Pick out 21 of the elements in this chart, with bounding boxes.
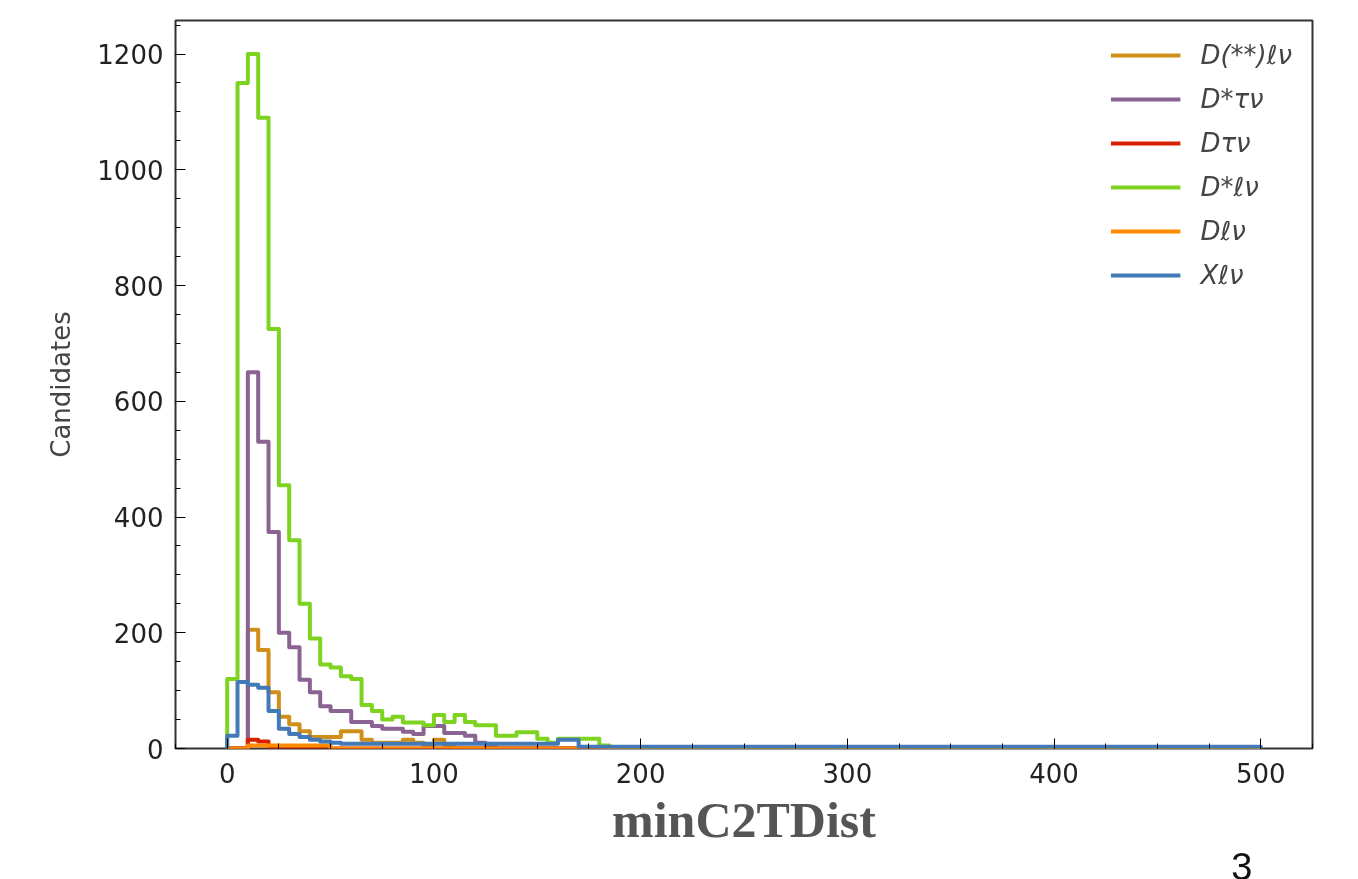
- x-tick-label: 400: [1029, 758, 1079, 789]
- x-axis-title: minC2TDist: [612, 791, 877, 848]
- x-tick-label: 0: [218, 758, 236, 789]
- legend-label: D(**)ℓν: [1200, 40, 1292, 70]
- legend-label: Xℓν: [1200, 260, 1244, 290]
- x-tick-label: 500: [1236, 758, 1286, 789]
- x-tick-label: 300: [822, 758, 873, 789]
- legend-label: Dℓν: [1200, 216, 1246, 246]
- legend-label: D*ℓν: [1200, 172, 1259, 202]
- x-tick-label: 200: [615, 758, 666, 789]
- legend-label: Dτν: [1200, 128, 1251, 158]
- y-tick-label: 600: [113, 387, 164, 418]
- y-tick-label: 800: [113, 271, 164, 302]
- y-tick-label: 1000: [97, 155, 164, 186]
- y-tick-label: 0: [146, 734, 164, 765]
- y-axis-title: Candidates: [46, 311, 77, 458]
- y-tick-label: 200: [113, 618, 164, 649]
- y-tick-label: 1200: [97, 40, 164, 71]
- legend-label: D*τν: [1200, 84, 1264, 114]
- y-tick-label: 400: [113, 503, 164, 534]
- x-tick-label: 100: [409, 758, 459, 789]
